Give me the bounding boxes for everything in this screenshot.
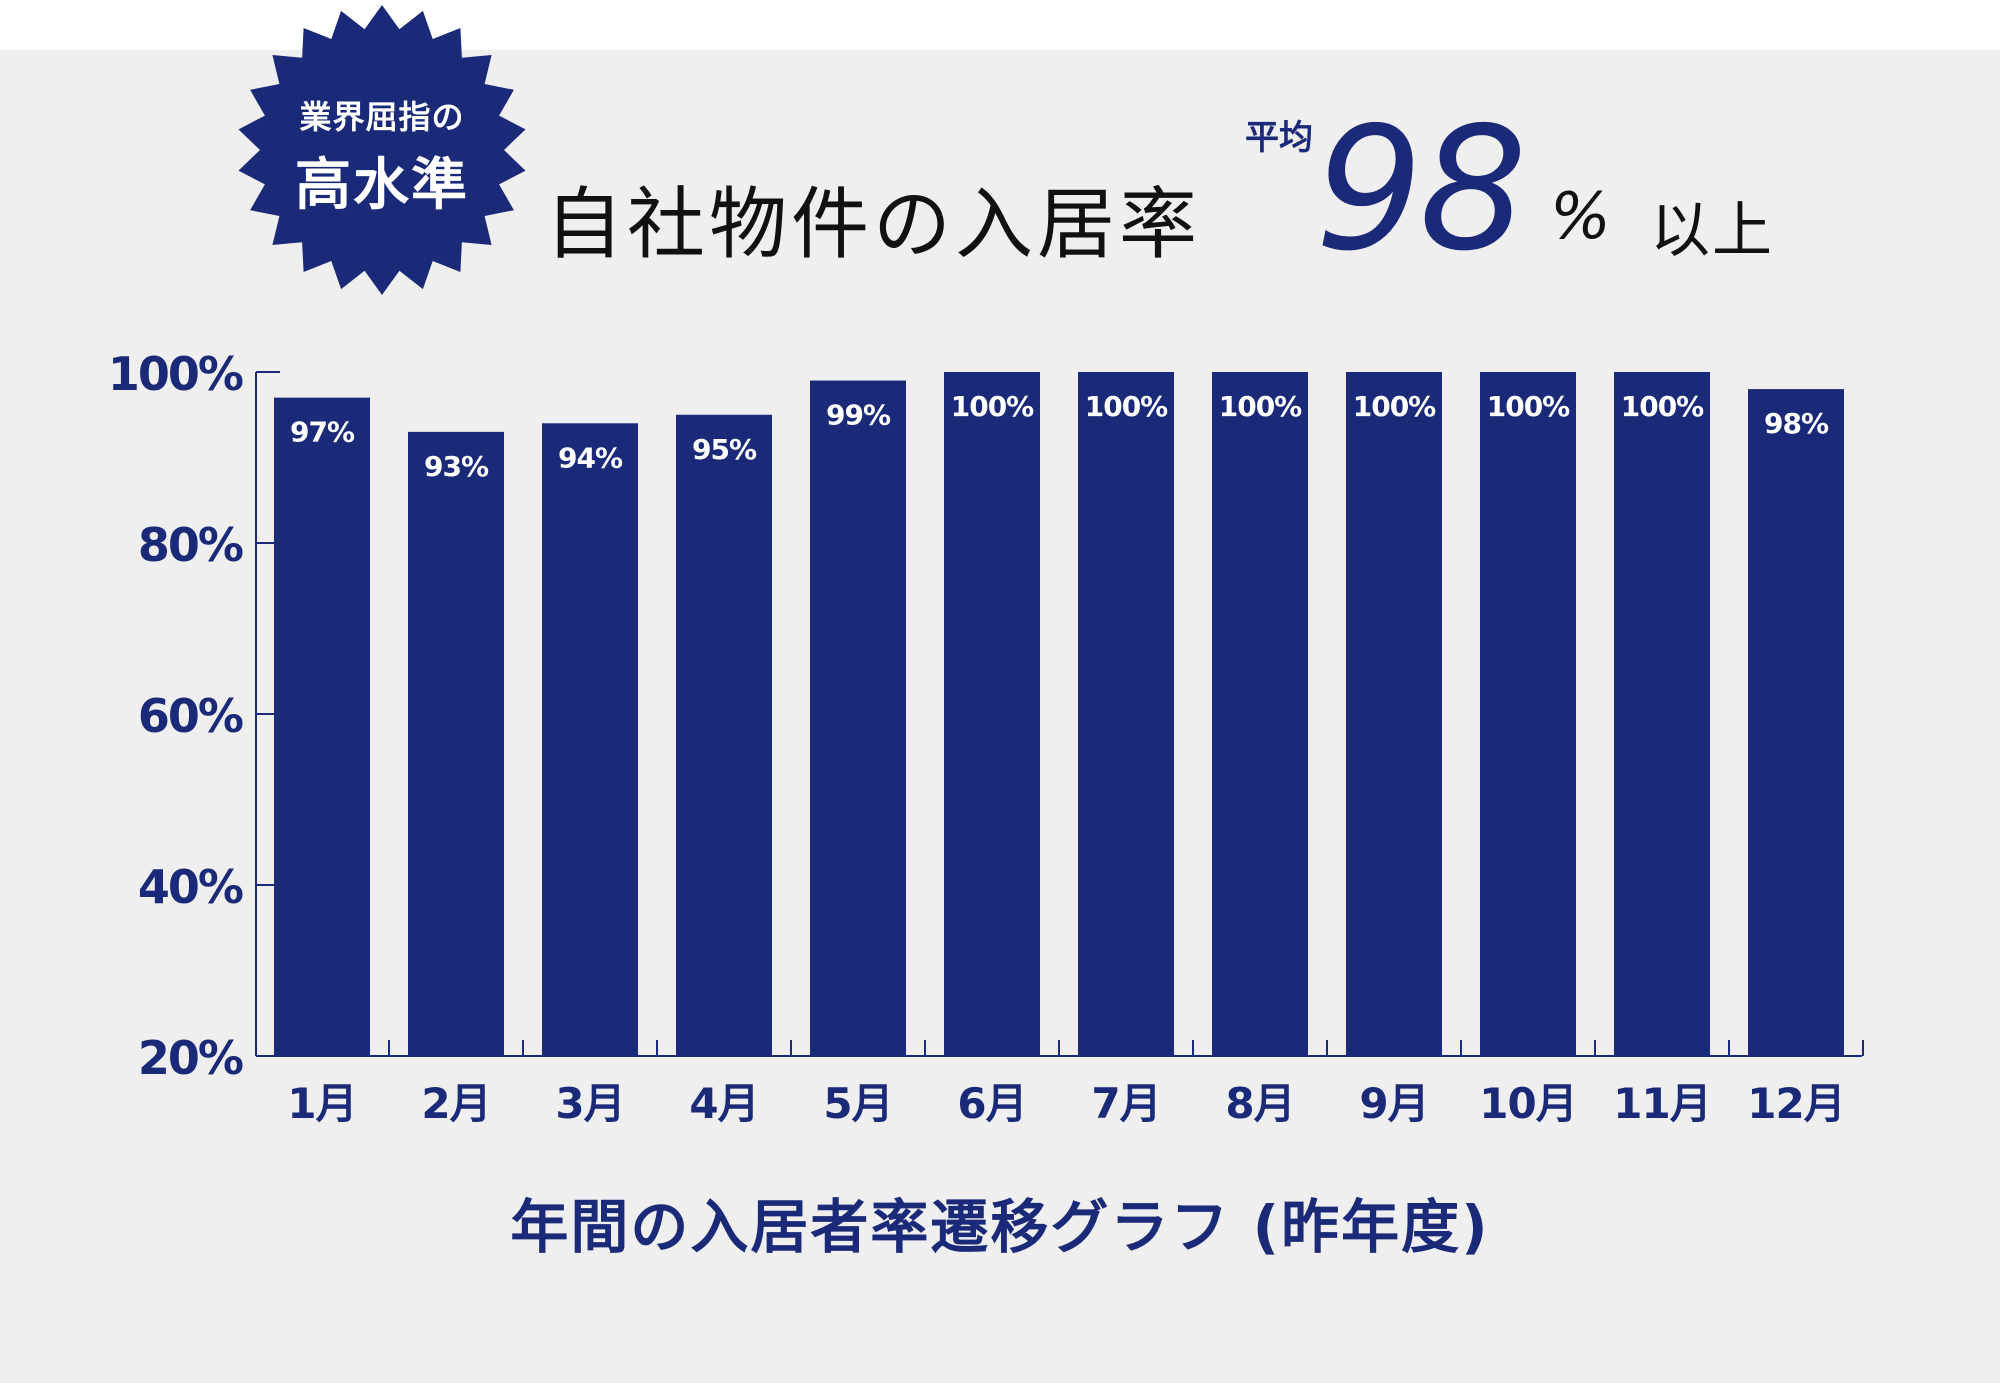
y-tick-label: 100% <box>108 347 243 401</box>
y-tick-label: 20% <box>138 1031 243 1085</box>
bar-12 <box>1748 389 1844 1057</box>
headline-text: 自社物件の入居率 <box>545 180 1202 270</box>
x-category-label: 3月 <box>555 1079 624 1128</box>
x-category-label: 6月 <box>957 1079 1026 1128</box>
y-tick-label: 80% <box>138 518 243 572</box>
bar-value-label: 94% <box>558 441 623 474</box>
bar-5 <box>810 380 906 1056</box>
x-category-label: 9月 <box>1359 1079 1428 1128</box>
x-category-label: 11月 <box>1613 1079 1710 1128</box>
bar-value-label: 98% <box>1764 407 1829 440</box>
x-category-label: 7月 <box>1091 1079 1160 1128</box>
average-suffix: 以上 <box>1650 196 1774 266</box>
average-unit: % <box>1550 180 1611 254</box>
bar-6 <box>944 372 1040 1056</box>
y-tick-label: 60% <box>138 689 243 743</box>
starburst-badge: 業界屈指の 高水準 <box>232 0 532 300</box>
bar-value-label: 100% <box>1621 390 1704 423</box>
bar-value-label: 99% <box>826 399 891 432</box>
bar-value-label: 95% <box>692 433 757 466</box>
bar-11 <box>1614 372 1710 1056</box>
bar-9 <box>1346 372 1442 1056</box>
bar-1 <box>274 397 370 1056</box>
bar-value-label: 100% <box>1085 390 1168 423</box>
x-category-label: 2月 <box>421 1079 490 1128</box>
x-category-label: 5月 <box>823 1079 892 1128</box>
chart-caption: 年間の入居者率遷移グラフ (昨年度) <box>510 1193 1490 1261</box>
bar-2 <box>408 431 504 1057</box>
bar-8 <box>1212 372 1308 1056</box>
badge-line-2: 高水準 <box>295 153 469 218</box>
bar-7 <box>1078 372 1174 1056</box>
x-category-label: 4月 <box>689 1079 758 1128</box>
bar-4 <box>676 414 772 1056</box>
bar-10 <box>1480 372 1576 1056</box>
x-category-label: 8月 <box>1225 1079 1294 1128</box>
starburst-icon <box>238 5 526 295</box>
x-category-label: 1月 <box>287 1079 356 1128</box>
bar-value-label: 100% <box>1219 390 1302 423</box>
x-category-label: 12月 <box>1747 1079 1844 1128</box>
bar-value-label: 100% <box>1353 390 1436 423</box>
bar-value-label: 93% <box>424 450 489 483</box>
bar-value-label: 100% <box>1487 390 1570 423</box>
bar-value-label: 100% <box>951 390 1034 423</box>
y-tick-label: 40% <box>138 860 243 914</box>
average-value: 98 <box>1315 91 1527 289</box>
x-category-label: 10月 <box>1479 1079 1576 1128</box>
bar-value-label: 97% <box>290 416 355 449</box>
badge-line-1: 業界屈指の <box>299 98 465 136</box>
average-label: 平均 <box>1245 118 1313 158</box>
bar-3 <box>542 423 638 1056</box>
